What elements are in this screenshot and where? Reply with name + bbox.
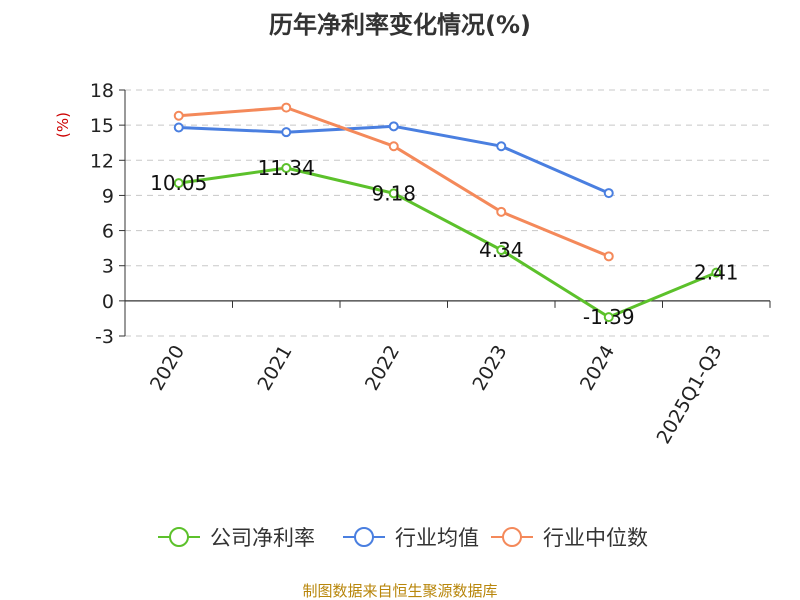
data-label: 4.34 [479, 238, 524, 262]
data-point [603, 251, 614, 262]
data-point [388, 121, 399, 132]
data-label: -1.39 [583, 305, 635, 329]
x-tick-label: 2023 [468, 342, 511, 395]
data-point [711, 267, 722, 278]
data-label: 2.41 [694, 261, 739, 285]
data-point [603, 312, 614, 323]
y-tick-label: -3 [95, 326, 114, 348]
legend-item[interactable]: 行业中位数 [491, 526, 648, 550]
legend-label: 公司净利率 [210, 526, 315, 550]
data-label: 11.34 [258, 156, 315, 180]
data-point [173, 122, 184, 133]
data-point [173, 110, 184, 121]
legend-marker [169, 527, 189, 547]
gridlines [125, 89, 770, 337]
data-labels: 10.05 11.34 9.18 4.34 -1.39 2.41 [150, 156, 738, 329]
data-point [496, 206, 507, 217]
data-point [496, 245, 507, 256]
x-tick-label: 2020 [146, 342, 189, 395]
x-tick-label: 2022 [361, 342, 404, 395]
series-line [177, 166, 718, 319]
legend-item[interactable]: 公司净利率 [158, 526, 315, 550]
data-point [496, 141, 507, 152]
axes [119, 89, 771, 337]
data-point [281, 102, 292, 113]
legend[interactable]: 公司净利率 行业均值 行业中位数 [158, 526, 648, 550]
data-point [388, 188, 399, 199]
x-tick-label: 2025Q1-Q3 [653, 342, 727, 448]
y-tick-labels: -3 0 3 6 9 12 15 18 [90, 80, 114, 348]
legend-label: 行业中位数 [543, 526, 648, 550]
x-tick-labels: 2020 2021 2022 2023 2024 2025Q1-Q3 [146, 342, 727, 448]
legend-item[interactable]: 行业均值 [343, 526, 479, 550]
chart-title: 历年净利率变化情况(%) [269, 11, 531, 39]
y-tick-label: 6 [102, 221, 114, 243]
data-point [173, 178, 184, 189]
data-label: 9.18 [371, 181, 416, 205]
y-tick-label: 3 [102, 256, 114, 278]
series-layer [173, 102, 722, 323]
x-tick-label: 2021 [253, 342, 296, 395]
data-point [388, 141, 399, 152]
y-tick-label: 9 [102, 185, 114, 207]
y-axis-label: (%) [54, 112, 72, 138]
source-note: 制图数据来自恒生聚源数据库 [302, 582, 497, 600]
data-point [603, 188, 614, 199]
y-tick-label: 18 [90, 80, 114, 102]
data-point [281, 127, 292, 138]
data-point [281, 163, 292, 174]
legend-label: 行业均值 [395, 526, 479, 550]
data-label: 10.05 [150, 171, 207, 195]
legend-marker [354, 527, 374, 547]
y-tick-label: 12 [90, 150, 114, 172]
y-tick-label: 15 [90, 115, 114, 137]
y-tick-label: 0 [102, 291, 114, 313]
legend-marker [502, 527, 522, 547]
x-tick-label: 2024 [576, 342, 619, 395]
